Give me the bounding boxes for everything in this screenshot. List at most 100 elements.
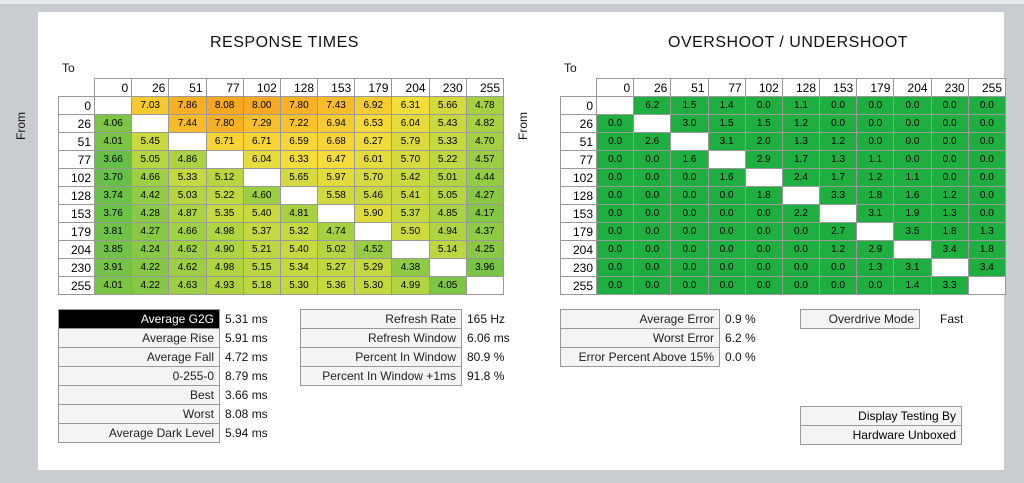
response-stats-left: Average G2G 5.31 ms Average Rise 5.91 ms Ave… [58, 309, 274, 443]
grid-cell: 3.85 [93, 240, 133, 259]
column-header: 204 [893, 78, 932, 97]
grid-cell: 3.91 [93, 258, 133, 277]
row-header: 102 [560, 168, 597, 187]
grid-cell: 4.38 [391, 258, 430, 277]
grid-cell: 0.0 [819, 258, 858, 277]
column-header: 179 [856, 78, 895, 97]
stat-value: 5.91 ms [225, 331, 268, 345]
row-header: 128 [58, 186, 95, 205]
grid-cell: 0.0 [633, 168, 672, 187]
row-header: 77 [560, 150, 597, 169]
grid-cell: 5.90 [354, 204, 393, 223]
grid-cell: 3.3 [930, 276, 969, 295]
row-header: 51 [58, 132, 95, 151]
grid-cell: 5.02 [317, 240, 356, 259]
grid-cell: 5.79 [391, 132, 430, 151]
grid-row: 26 0.0 3.0 1.5 1.5 1.2 0.0 0.0 0.0 0.0 0.0 [560, 114, 1007, 133]
grid-cell: 0.0 [856, 132, 895, 151]
grid-cell: 0.0 [930, 114, 969, 133]
grid-cell: 5.35 [205, 204, 244, 223]
overshoot-from-label: From [516, 112, 530, 140]
stat-label: Worst Error [560, 328, 720, 348]
grid-cell: 0.0 [595, 114, 635, 133]
stat-label: 0-255-0 [58, 366, 220, 386]
grid-row: 77 3.66 5.05 4.86 6.04 6.33 6.47 6.01 5.70 5.22 4.… [58, 150, 505, 169]
overshoot-grid: 0 26 51 77 102 128 153 179 204 230 255 0 6.2 1.5 1.4 0.… [560, 78, 1007, 295]
grid-cell: 0.0 [781, 258, 821, 277]
grid-cell: 5.97 [317, 168, 356, 187]
grid-cell: 0.0 [744, 222, 783, 241]
grid-cell: 0.0 [781, 240, 821, 259]
grid-row: 128 3.74 4.42 5.03 5.22 4.60 5.58 5.46 5.41 5.05 4… [58, 186, 505, 205]
grid-cell: 6.71 [205, 132, 244, 151]
grid-cell: 0.0 [930, 150, 969, 169]
grid-cell: 7.86 [168, 96, 207, 115]
grid-cell: 4.52 [354, 240, 393, 259]
grid-row: 179 0.0 0.0 0.0 0.0 0.0 0.0 2.7 3.5 1.8 1.3 [560, 222, 1007, 241]
stat-value: 6.06 ms [467, 331, 510, 345]
grid-cell: 4.87 [168, 204, 207, 223]
grid-cell: 1.3 [819, 150, 858, 169]
grid-cell: 5.42 [391, 168, 430, 187]
grid-cell: 0.0 [930, 96, 969, 115]
grid-cell: 4.66 [131, 168, 170, 187]
grid-cell: 3.4 [930, 240, 969, 259]
grid-cell: 5.12 [205, 168, 244, 187]
grid-cell: 3.0 [670, 114, 709, 133]
grid-cell-blank [317, 204, 356, 223]
grid-cell: 1.2 [819, 132, 858, 151]
grid-cell: 6.33 [279, 150, 319, 169]
grid-cell: 4.63 [168, 276, 207, 295]
stat-value: 5.94 ms [225, 426, 268, 440]
stat-label: Average Fall [58, 347, 220, 367]
grid-cell: 1.5 [744, 114, 783, 133]
grid-cell: 0.0 [819, 114, 858, 133]
grid-cell: 0.0 [744, 258, 783, 277]
grid-cell: 5.43 [428, 114, 467, 133]
stat-label: Refresh Window [300, 328, 462, 348]
grid-cell: 0.0 [595, 258, 635, 277]
grid-cell: 5.36 [317, 276, 356, 295]
grid-cell: 3.76 [93, 204, 133, 223]
grid-cell: 2.9 [744, 150, 783, 169]
grid-cell: 0.0 [967, 132, 1007, 151]
grid-cell: 4.62 [168, 240, 207, 259]
grid-cell: 7.80 [205, 114, 244, 133]
grid-cell: 0.0 [670, 204, 709, 223]
grid-cell: 1.8 [744, 186, 783, 205]
grid-cell: 1.8 [967, 240, 1007, 259]
column-header: 77 [205, 78, 244, 97]
stat-value: 4.72 ms [225, 350, 268, 364]
grid-cell: 0.0 [744, 276, 783, 295]
grid-row: 179 3.81 4.27 4.66 4.98 5.37 5.32 4.74 5.50 4.94 4… [58, 222, 505, 241]
row-header: 51 [560, 132, 597, 151]
grid-cell-blank [930, 258, 969, 277]
grid-cell: 4.06 [93, 114, 133, 133]
grid-cell: 0.0 [781, 222, 821, 241]
grid-cell: 6.59 [279, 132, 319, 151]
grid-cell: 1.6 [707, 168, 746, 187]
grid-cell: 5.45 [131, 132, 170, 151]
grid-cell: 1.8 [856, 186, 895, 205]
grid-cell: 5.41 [391, 186, 430, 205]
grid-cell: 4.70 [465, 132, 505, 151]
grid-cell: 6.2 [633, 96, 672, 115]
response-time-grid: 0 26 51 77 102 128 153 179 204 230 255 0 7.03 7.86 8.0… [58, 78, 505, 295]
grid-cell-blank [670, 132, 709, 151]
grid-cell: 5.21 [242, 240, 281, 259]
grid-cell: 0.0 [707, 186, 746, 205]
grid-cell: 1.4 [707, 96, 746, 115]
grid-cell: 5.05 [428, 186, 467, 205]
stat-label: Best [58, 385, 220, 405]
grid-cell: 0.0 [707, 258, 746, 277]
grid-cell: 0.0 [595, 204, 635, 223]
grid-cell: 5.37 [242, 222, 281, 241]
grid-cell-blank [744, 168, 783, 187]
column-header: 230 [930, 78, 969, 97]
stat-label: Refresh Rate [300, 309, 462, 329]
grid-cell: 0.0 [670, 186, 709, 205]
grid-cell: 1.1 [856, 150, 895, 169]
row-header: 77 [58, 150, 95, 169]
column-header: 77 [707, 78, 746, 97]
grid-cell: 7.22 [279, 114, 319, 133]
